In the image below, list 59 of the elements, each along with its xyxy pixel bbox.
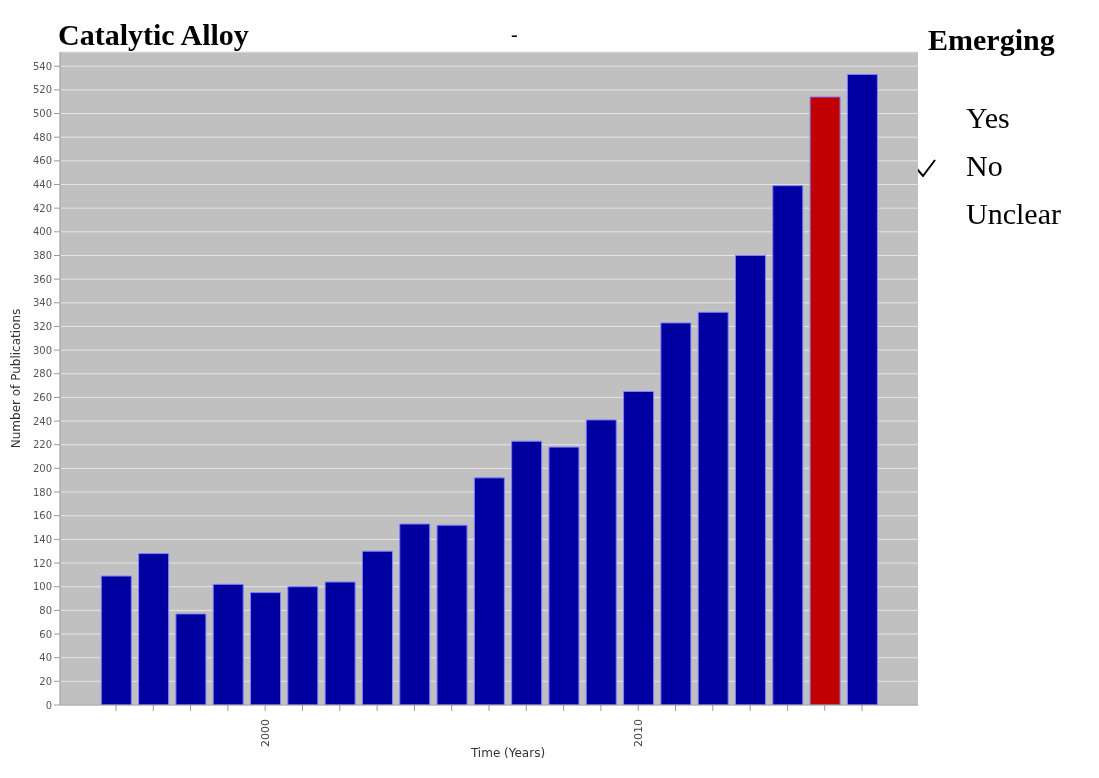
y-tick-label: 80 <box>39 604 52 616</box>
y-tick-label: 100 <box>32 581 52 593</box>
y-tick-label: 200 <box>32 462 52 474</box>
bar <box>660 322 692 705</box>
chart-title: Catalytic Alloy <box>58 18 249 52</box>
bar <box>324 581 356 705</box>
y-tick-label: 380 <box>32 250 52 262</box>
bar <box>138 553 170 705</box>
bar <box>100 575 132 705</box>
y-tick-label: 120 <box>32 557 52 569</box>
y-axis-title: Number of Publications <box>9 308 24 449</box>
bar <box>473 477 505 705</box>
y-tick-label: 280 <box>32 368 52 380</box>
y-tick-label: 460 <box>32 155 52 167</box>
y-tick-label: 480 <box>32 131 52 143</box>
y-tick-label: 220 <box>32 439 52 451</box>
bar <box>175 613 207 705</box>
text: Unclear <box>966 196 1061 232</box>
bar <box>734 254 766 705</box>
bar <box>697 311 729 705</box>
x-tick-label: 2010 <box>631 719 645 747</box>
y-tick-label: 0 <box>45 699 52 711</box>
y-tick-label: 160 <box>32 510 52 522</box>
x-axis-title: Time (Years) <box>469 746 547 760</box>
bar <box>399 523 431 705</box>
y-tick-label: 360 <box>32 273 52 285</box>
y-tick-label: 60 <box>39 628 52 640</box>
text: Emerging <box>928 22 1055 58</box>
y-tick-label: 340 <box>32 297 52 309</box>
y-tick-label: 180 <box>32 486 52 498</box>
bar <box>287 586 319 705</box>
y-tick-label: 500 <box>32 108 52 120</box>
bar <box>623 391 655 705</box>
y-tick-label: 320 <box>32 321 52 332</box>
bar <box>809 96 841 705</box>
y-tick-label: 300 <box>32 344 52 356</box>
y-tick-label: 420 <box>32 202 52 214</box>
bar <box>212 583 244 705</box>
y-tick-label: 240 <box>32 415 52 427</box>
y-tick-label: 260 <box>32 391 52 403</box>
x-tick-label: 2000 <box>258 719 272 747</box>
bar <box>250 592 282 705</box>
y-tick-label: 40 <box>39 652 52 664</box>
text: - <box>511 22 518 46</box>
bar <box>361 550 393 705</box>
y-tick-label: 400 <box>32 226 52 238</box>
y-tick-label: 520 <box>32 84 52 96</box>
bar <box>548 446 580 705</box>
text: No <box>966 148 1003 184</box>
y-tick-label: 440 <box>32 179 52 191</box>
y-tick-label: 140 <box>32 533 52 545</box>
bar <box>772 185 804 705</box>
bar <box>585 419 617 705</box>
text: Yes <box>966 100 1010 136</box>
y-tick-label: 540 <box>32 60 52 72</box>
bar <box>511 440 543 705</box>
bar <box>436 524 468 705</box>
bar <box>846 73 878 705</box>
y-tick-label: 20 <box>39 675 52 687</box>
